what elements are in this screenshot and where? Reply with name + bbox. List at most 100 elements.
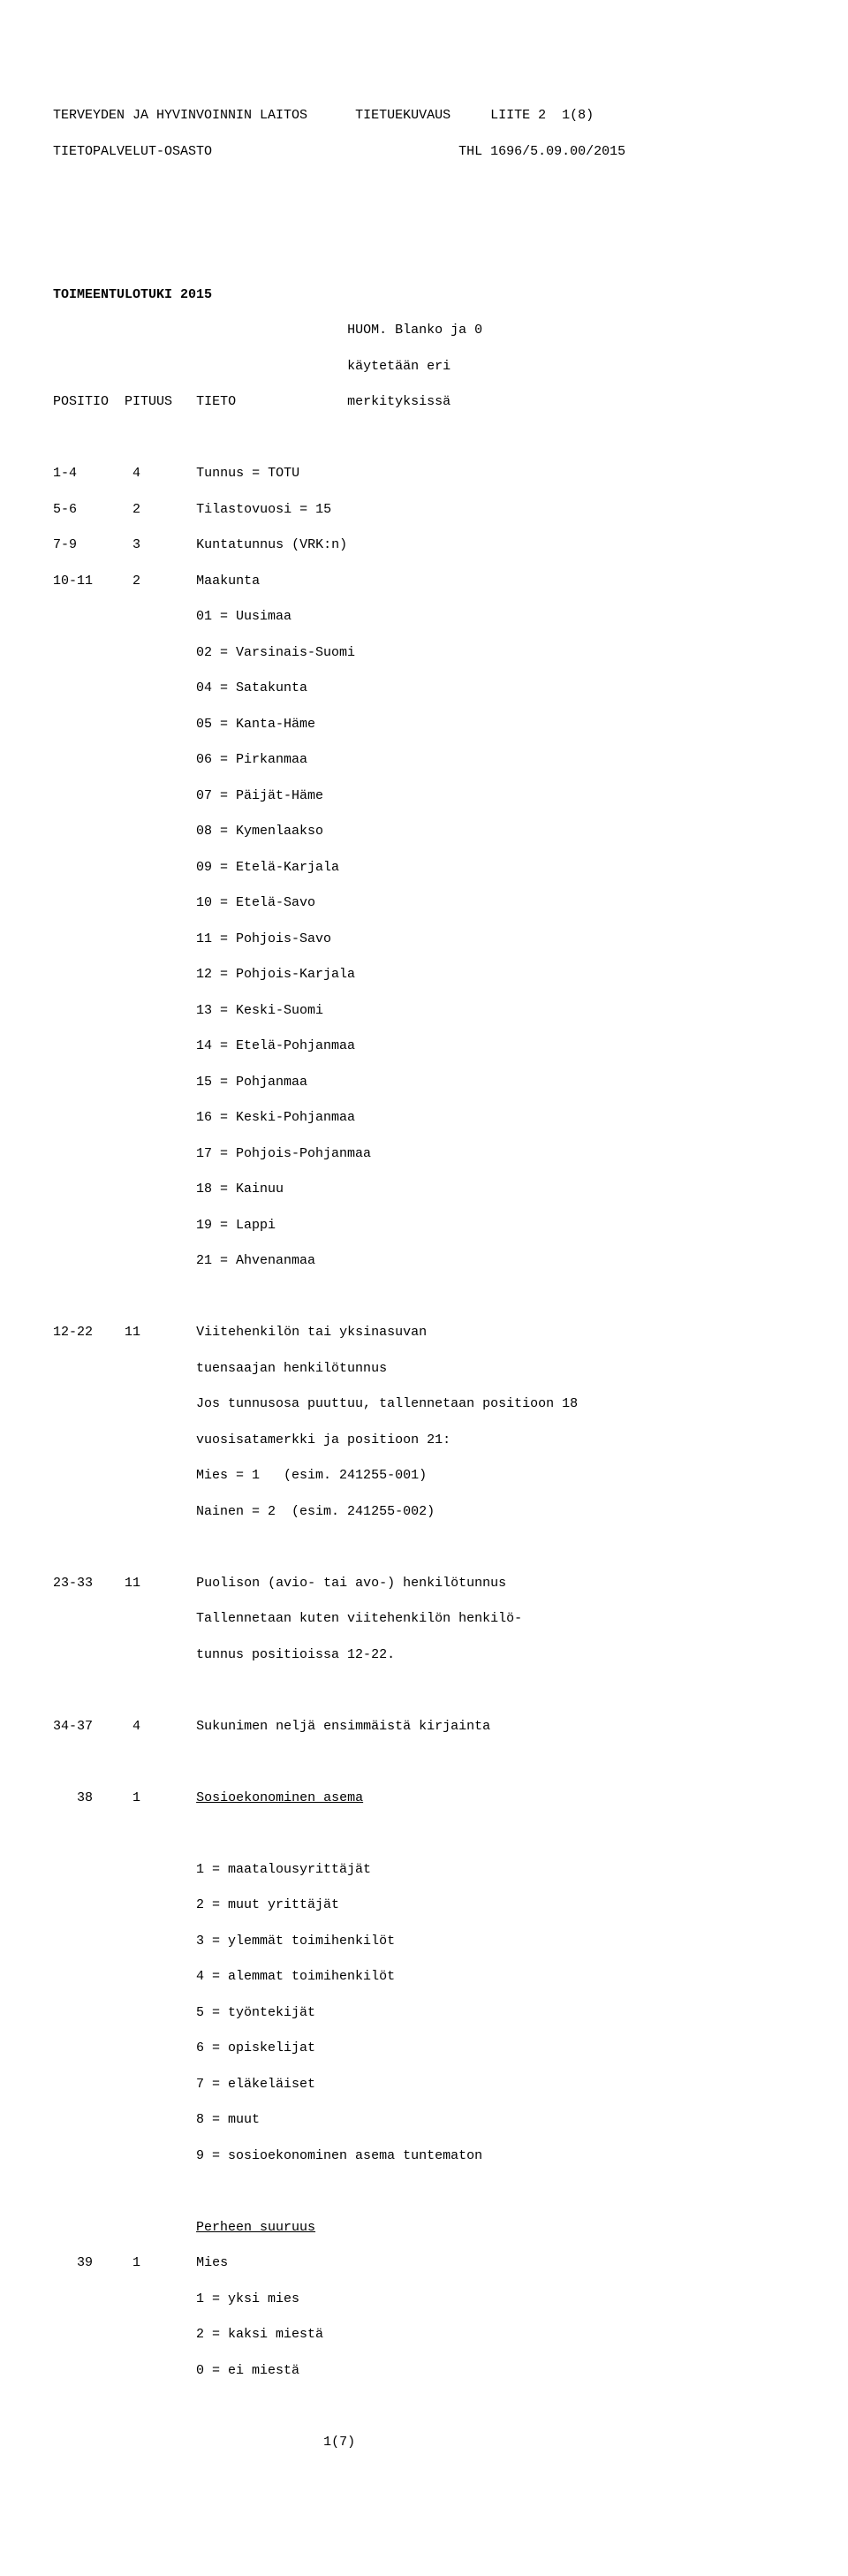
table-row: 1-4 4 Tunnus = TOTU	[53, 465, 795, 483]
text: 19 = Lappi	[196, 1218, 276, 1233]
list-item: 02 = Varsinais-Suomi	[53, 644, 795, 662]
text: 4 = alemmat toimihenkilöt	[196, 1969, 395, 1984]
title: TOIMEENTULOTUKI 2015	[53, 286, 795, 304]
header-line-2: TIETOPALVELUT-OSASTO THL 1696/5.09.00/20…	[53, 143, 795, 161]
huom-text-2: käytetään eri	[347, 359, 450, 374]
text: 13 = Keski-Suomi	[196, 1003, 323, 1018]
desc: Kuntatunnus (VRK:n)	[196, 537, 347, 552]
len: 3	[132, 537, 140, 552]
col-2: PITUUS	[125, 394, 172, 409]
column-headers: POSITIO PITUUS TIETO merkityksissä	[53, 393, 795, 411]
text: 15 = Pohjanmaa	[196, 1075, 307, 1090]
len: 4	[132, 1719, 140, 1734]
table-row: 12-22 11 Viitehenkilön tai yksinasuvan	[53, 1324, 795, 1341]
text: 08 = Kymenlaakso	[196, 824, 323, 839]
len: 1	[132, 2255, 140, 2270]
pos: 5-6	[53, 502, 77, 517]
text: 09 = Etelä-Karjala	[196, 860, 339, 875]
text: 2 = kaksi miestä	[196, 2327, 323, 2342]
list-item: 05 = Kanta-Häme	[53, 716, 795, 733]
list-item: 15 = Pohjanmaa	[53, 1074, 795, 1091]
wrap-line: tunnus positioissa 12-22.	[53, 1646, 795, 1664]
len: 2	[132, 574, 140, 589]
pos: 7-9	[53, 537, 77, 552]
pos: 1-4	[53, 466, 77, 481]
huom-text-1: HUOM. Blanko ja 0	[347, 323, 482, 338]
text: 5 = työntekijät	[196, 2005, 315, 2020]
len: 1	[132, 1790, 140, 1805]
list-item: 21 = Ahvenanmaa	[53, 1252, 795, 1270]
table-row: 7-9 3 Kuntatunnus (VRK:n)	[53, 536, 795, 554]
text: 8 = muut	[196, 2112, 260, 2127]
text: 9 = sosioekonominen asema tuntematon	[196, 2148, 482, 2163]
pos: 38	[77, 1790, 93, 1805]
header-right-1a: LIITE 2	[490, 108, 546, 123]
text: 2 = muut yrittäjät	[196, 1897, 339, 1912]
section-title: Perheen suuruus	[196, 2220, 315, 2235]
list-item: 3 = ylemmät toimihenkilöt	[53, 1933, 795, 1950]
list-item: 6 = opiskelijat	[53, 2040, 795, 2057]
list-item: 9 = sosioekonominen asema tuntematon	[53, 2147, 795, 2165]
wrap-line: tuensaajan henkilötunnus	[53, 1360, 795, 1378]
len: 11	[125, 1325, 140, 1340]
desc: Maakunta	[196, 574, 260, 589]
list-item: 2 = muut yrittäjät	[53, 1896, 795, 1914]
text: 12 = Pohjois-Karjala	[196, 967, 355, 982]
list-item: 2 = kaksi miestä	[53, 2326, 795, 2344]
list-item: 8 = muut	[53, 2111, 795, 2129]
huom-2: käytetään eri	[53, 358, 795, 376]
desc: Tilastovuosi = 15	[196, 502, 331, 517]
pos: 10-11	[53, 574, 93, 589]
desc: Puolison (avio- tai avo-) henkilötunnus	[196, 1576, 506, 1591]
footer: 1(7)	[53, 2434, 795, 2451]
text: 02 = Varsinais-Suomi	[196, 645, 355, 660]
huom-1: HUOM. Blanko ja 0	[53, 322, 795, 339]
wrap-line: Jos tunnusosa puuttuu, tallennetaan posi…	[53, 1395, 795, 1413]
huom-text-3: merkityksissä	[347, 394, 450, 409]
text: Nainen = 2 (esim. 241255-002)	[196, 1504, 435, 1519]
text: 18 = Kainuu	[196, 1182, 284, 1197]
table-row: 34-37 4 Sukunimen neljä ensimmäistä kirj…	[53, 1718, 795, 1736]
list-item: 1 = yksi mies	[53, 2291, 795, 2308]
list-item: 4 = alemmat toimihenkilöt	[53, 1968, 795, 1986]
len: 2	[132, 502, 140, 517]
list-item: 18 = Kainuu	[53, 1181, 795, 1198]
desc: Viitehenkilön tai yksinasuvan	[196, 1325, 427, 1340]
wrap-line: Mies = 1 (esim. 241255-001)	[53, 1467, 795, 1485]
list-item: 5 = työntekijät	[53, 2004, 795, 2022]
header-right-2: THL 1696/5.09.00/2015	[458, 144, 625, 159]
text: 1 = yksi mies	[196, 2291, 299, 2306]
list-item: 1 = maatalousyrittäjät	[53, 1861, 795, 1879]
text: 6 = opiskelijat	[196, 2040, 315, 2055]
header-right-1b: 1(8)	[562, 108, 594, 123]
list-item: 12 = Pohjois-Karjala	[53, 966, 795, 984]
table-row: 23-33 11 Puolison (avio- tai avo-) henki…	[53, 1575, 795, 1592]
text: 10 = Etelä-Savo	[196, 895, 315, 910]
section-title-row: Perheen suuruus	[53, 2219, 795, 2237]
table-row: 10-11 2 Maakunta	[53, 573, 795, 590]
text: 05 = Kanta-Häme	[196, 717, 315, 732]
header-left-1: TERVEYDEN JA HYVINVOINNIN LAITOS	[53, 108, 307, 123]
text: 1 = maatalousyrittäjät	[196, 1862, 371, 1877]
text: vuosisatamerkki ja positioon 21:	[196, 1432, 450, 1448]
text: tunnus positioissa 12-22.	[196, 1647, 395, 1662]
footer-text: 1(7)	[323, 2435, 355, 2450]
header-left-2: TIETOPALVELUT-OSASTO	[53, 144, 212, 159]
text: 06 = Pirkanmaa	[196, 752, 307, 767]
list-item: 08 = Kymenlaakso	[53, 823, 795, 840]
pos: 39	[77, 2255, 93, 2270]
label: Mies	[196, 2255, 228, 2270]
list-item: 17 = Pohjois-Pohjanmaa	[53, 1145, 795, 1163]
section-title: Sosioekonominen asema	[196, 1790, 363, 1805]
pos: 23-33	[53, 1576, 93, 1591]
list-item: 04 = Satakunta	[53, 680, 795, 697]
text: 0 = ei miestä	[196, 2363, 299, 2378]
text: Tallennetaan kuten viitehenkilön henkilö…	[196, 1611, 522, 1626]
text: 3 = ylemmät toimihenkilöt	[196, 1934, 395, 1949]
list-item: 01 = Uusimaa	[53, 608, 795, 626]
list-item: 09 = Etelä-Karjala	[53, 859, 795, 877]
desc: Tunnus = TOTU	[196, 466, 299, 481]
list-item: 06 = Pirkanmaa	[53, 751, 795, 769]
pos: 34-37	[53, 1719, 93, 1734]
text: 14 = Etelä-Pohjanmaa	[196, 1038, 355, 1053]
